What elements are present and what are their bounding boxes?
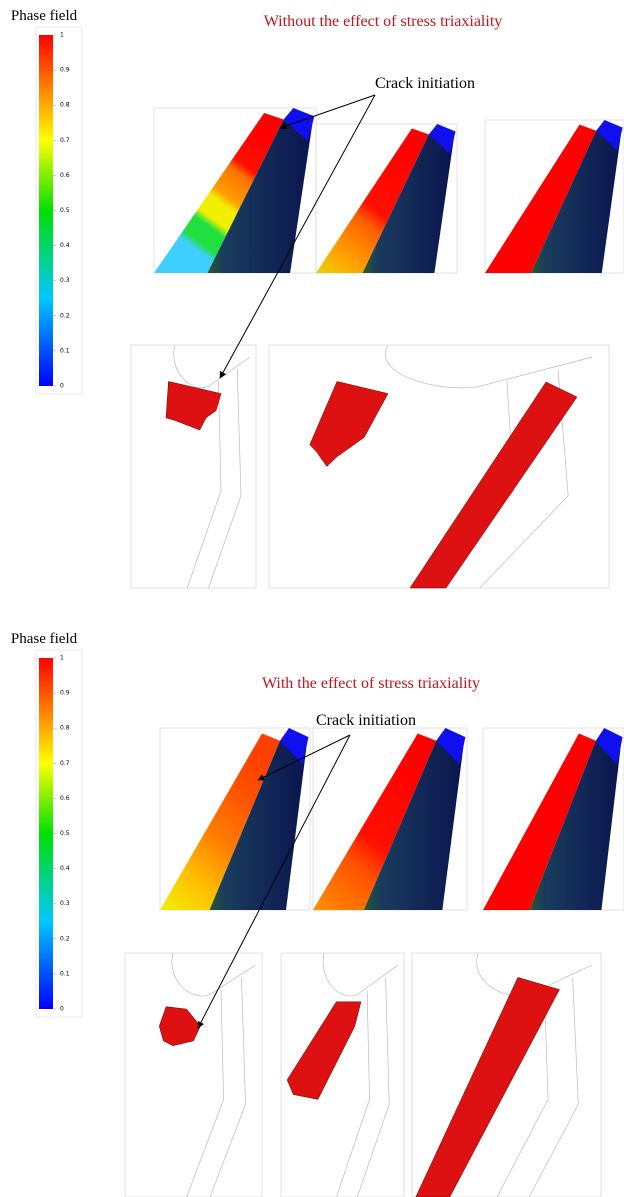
crack — [286, 1001, 362, 1100]
damage-zone — [316, 128, 429, 273]
colorbar-tick-label: 0.9 — [60, 67, 70, 74]
mesh-image — [124, 952, 263, 1197]
damage-zone — [160, 733, 280, 910]
colorbar-tick-label: 0.7 — [60, 760, 70, 767]
cap — [280, 728, 309, 765]
bulk-zone — [209, 740, 307, 910]
colorbar — [39, 658, 53, 1009]
contour-image — [153, 107, 317, 274]
damage-zone — [483, 733, 596, 910]
panel-title: With the effect of stress triaxiality — [262, 675, 480, 692]
colorbar-tick-label: 0.3 — [60, 900, 70, 907]
arrow — [219, 94, 376, 379]
annotation: Crack initiation — [316, 712, 416, 729]
colorbar-tick-label: 1 — [60, 655, 64, 662]
bulk-zone — [530, 130, 622, 273]
colorbar-tick-label: 0.5 — [60, 207, 70, 214]
colorbar-tick-label: 0.6 — [60, 795, 70, 802]
cap — [428, 124, 456, 154]
colorbar-tick-label: 0.3 — [60, 277, 70, 284]
colorbar-tick-label: 0.1 — [60, 347, 70, 354]
outline — [171, 952, 256, 1197]
arrow — [257, 734, 351, 781]
colorbar-tick-label: 0 — [60, 1006, 64, 1013]
colorbar-frame — [35, 649, 83, 1018]
mesh-image — [130, 344, 257, 589]
cap — [595, 728, 623, 765]
colorbar-tick-label: 0.5 — [60, 830, 70, 837]
contour-image — [312, 727, 468, 911]
colorbar-tick-label: 0.8 — [60, 102, 70, 109]
colorbar-tick-label: 0.9 — [60, 690, 70, 697]
colorbar-frame — [35, 26, 83, 395]
mesh-image — [411, 952, 602, 1197]
damage-zone — [485, 124, 597, 273]
arrow — [279, 94, 376, 130]
cap — [436, 728, 466, 765]
colorbar-tick-label: 0.2 — [60, 935, 70, 942]
cap — [596, 120, 623, 151]
outline — [322, 952, 399, 1197]
annotation: Crack initiation — [375, 75, 475, 92]
bulk-zone — [207, 119, 313, 273]
outline — [173, 344, 250, 589]
bulk-zone — [363, 740, 464, 910]
bulk-zone — [362, 134, 455, 273]
crack — [165, 381, 222, 431]
crack — [158, 1006, 201, 1046]
colorbar-tick-label: 0.4 — [60, 242, 70, 249]
image-frame — [130, 344, 257, 589]
colorbar-title: Phase field — [11, 8, 78, 24]
colorbar-tick-label: 0 — [60, 383, 64, 390]
colorbar-tick-label: 0.6 — [60, 172, 70, 179]
colorbar — [39, 35, 53, 386]
colorbar-tick-label: 0.4 — [60, 865, 70, 872]
contour-image — [159, 727, 311, 911]
bulk-zone — [529, 740, 622, 910]
contour-image — [315, 123, 458, 274]
damage-zone — [313, 733, 437, 910]
colorbar-title: Phase field — [11, 631, 78, 647]
panel-title: Without the effect of stress triaxiality — [264, 13, 503, 30]
crack — [309, 381, 389, 467]
contour-image — [484, 119, 624, 274]
crack — [415, 977, 560, 1197]
crack — [409, 381, 578, 589]
contour-image — [482, 727, 624, 911]
colorbar-tick-label: 0.1 — [60, 970, 70, 977]
cap — [283, 108, 315, 141]
colorbar-tick-label: 0.8 — [60, 725, 70, 732]
arrow — [197, 734, 351, 1029]
mesh-image — [280, 952, 405, 1197]
colorbar-tick-label: 0.7 — [60, 137, 70, 144]
colorbar-tick-label: 1 — [60, 32, 64, 39]
damage-zone — [154, 112, 284, 273]
image-frame — [124, 952, 263, 1197]
colorbar-tick-label: 0.2 — [60, 312, 70, 319]
